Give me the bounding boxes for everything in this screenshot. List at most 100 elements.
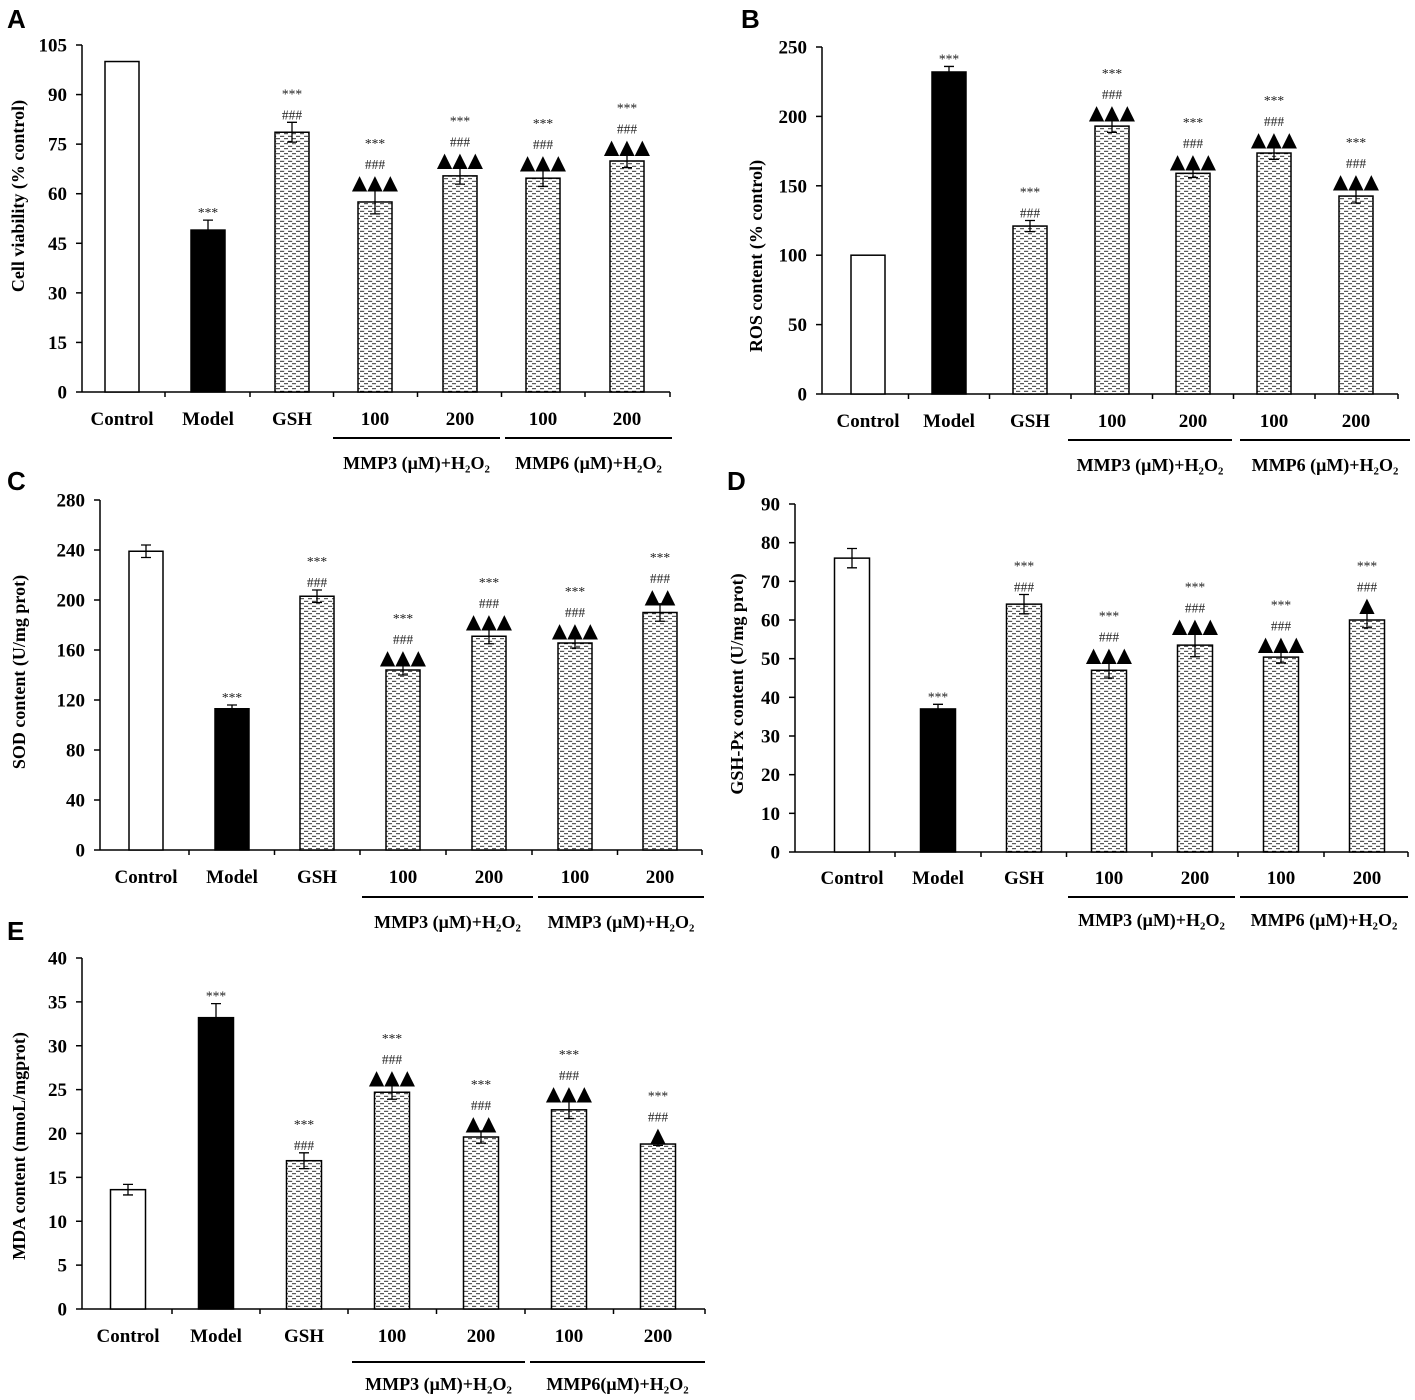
category-label: 200 [1179, 411, 1208, 432]
significance-triangles: ▲▲▲ [1251, 127, 1298, 151]
significance-hashes: ### [617, 121, 638, 136]
y-tick-label: 120 [57, 691, 86, 712]
y-tick-label: 80 [66, 741, 85, 762]
error-bar [1269, 146, 1279, 160]
category-label: Control [91, 409, 154, 430]
bar-control [833, 557, 871, 853]
y-tick-label: 45 [48, 234, 67, 255]
significance-triangles: ▲▲▲ [1089, 100, 1136, 124]
y-tick-label: 70 [761, 572, 780, 593]
error-bar [211, 1002, 221, 1033]
category-label: 100 [555, 1326, 584, 1347]
error-bar [1025, 219, 1035, 233]
y-tick-label: 0 [58, 1300, 68, 1321]
y-tick-label: 105 [39, 36, 68, 57]
error-bar [570, 637, 580, 649]
category-label: 100 [1267, 868, 1296, 889]
significance-hashes: ### [282, 107, 303, 122]
significance-hashes: ### [1271, 618, 1292, 633]
bar-model [214, 708, 250, 851]
bar-mmp3-200 [1175, 172, 1211, 395]
significance-hashes: ### [565, 605, 586, 620]
y-tick-label: 280 [57, 491, 86, 512]
significance-stars: *** [559, 1047, 580, 1062]
y-tick-label: 150 [779, 176, 808, 197]
bar-mmp3-100 [1090, 669, 1128, 853]
significance-triangles: ▲▲▲ [546, 1081, 593, 1105]
panel-d: D GSH-Px content (U/mg prot) 0 10 20 30 40 50 60… [727, 466, 1409, 931]
significance-hashes: ### [533, 137, 554, 152]
category-label: 200 [646, 867, 675, 888]
category-label: Control [115, 867, 178, 888]
y-tick-label: 90 [761, 495, 780, 516]
group-label: MMP3 (μM)+H₂O₂ [548, 912, 695, 933]
y-tick-label: 40 [48, 949, 67, 970]
significance-hashes: ### [1102, 87, 1123, 102]
y-tick-label: 10 [48, 1212, 67, 1233]
y-tick-label: 0 [798, 385, 808, 406]
y-tick-label: 60 [48, 184, 67, 205]
significance-stars: *** [282, 86, 303, 101]
bar-mmp6-100 [550, 1109, 588, 1310]
significance-stars: *** [533, 116, 554, 131]
error-bar [370, 189, 380, 215]
y-tick-label: 0 [76, 841, 86, 862]
significance-hashes: ### [650, 571, 671, 586]
significance-triangles: ▲▲▲ [466, 609, 513, 633]
error-bar [933, 703, 943, 715]
significance-hashes: ### [479, 596, 500, 611]
panel-c: C SOD content (U/mg prot) 0 40 80 120 160 200 24… [7, 466, 704, 933]
error-bar [1190, 632, 1200, 658]
significance-stars: *** [307, 554, 328, 569]
y-axis-label: MDA content (nmoL/mgprot) [9, 1032, 30, 1260]
category-label: 100 [561, 867, 590, 888]
bar-mmp3-200 [1176, 644, 1214, 853]
significance-stars: *** [1357, 558, 1378, 573]
significance-triangles: ▲▲▲ [604, 134, 651, 158]
category-label: Model [182, 409, 234, 430]
category-label: GSH [1004, 868, 1044, 889]
y-tick-label: 250 [779, 38, 808, 59]
bar-mmp6-200 [639, 1143, 677, 1310]
y-tick-label: 25 [48, 1080, 67, 1101]
significance-stars: *** [206, 989, 227, 1004]
bar-control [104, 60, 140, 393]
category-label: 100 [1098, 411, 1127, 432]
bar-mmp6-100 [1262, 656, 1300, 853]
y-tick-label: 50 [761, 649, 780, 670]
y-tick-label: 15 [48, 1168, 67, 1189]
group-label: MMP3 (μM)+H₂O₂ [1078, 910, 1225, 931]
significance-hashes: ### [450, 135, 471, 150]
category-label: Model [190, 1326, 242, 1347]
significance-hashes: ### [382, 1052, 403, 1067]
y-axis-label: ROS content (% control) [746, 160, 767, 352]
group-label: MMP3 (μM)+H₂O₂ [365, 1374, 512, 1395]
significance-stars: *** [450, 114, 471, 129]
group-label: MMP3 (μM)+H₂O₂ [1077, 455, 1224, 476]
error-bar [141, 544, 151, 559]
error-bar [564, 1100, 574, 1120]
significance-stars: *** [1185, 580, 1206, 595]
group-label: MMP6(μM)+H₂O₂ [546, 1374, 688, 1395]
error-bar [847, 547, 857, 569]
panel-letter: D [727, 466, 746, 496]
significance-stars: *** [1020, 185, 1041, 200]
bar-mmp6-100 [1256, 152, 1292, 395]
significance-triangles: ▲▲▲ [380, 645, 427, 669]
bar-mmp6-200 [609, 160, 645, 393]
significance-hashes: ### [1183, 136, 1204, 151]
category-label: GSH [1010, 411, 1050, 432]
group-label: MMP6 (μM)+H₂O₂ [1252, 455, 1399, 476]
significance-stars: *** [393, 611, 414, 626]
significance-triangles: ▲▲▲ [352, 170, 399, 194]
bar-mmp3-100 [357, 201, 393, 393]
error-bar [1019, 593, 1029, 615]
error-bar [655, 603, 665, 622]
significance-triangles: ▲▲ [645, 584, 676, 608]
significance-triangles: ▲▲ [466, 1111, 497, 1135]
y-tick-label: 160 [57, 641, 86, 662]
bar-mmp3-100 [557, 642, 593, 851]
significance-stars: *** [1271, 597, 1292, 612]
error-bar [287, 121, 297, 143]
bar-mmp6-200 [1338, 195, 1374, 395]
